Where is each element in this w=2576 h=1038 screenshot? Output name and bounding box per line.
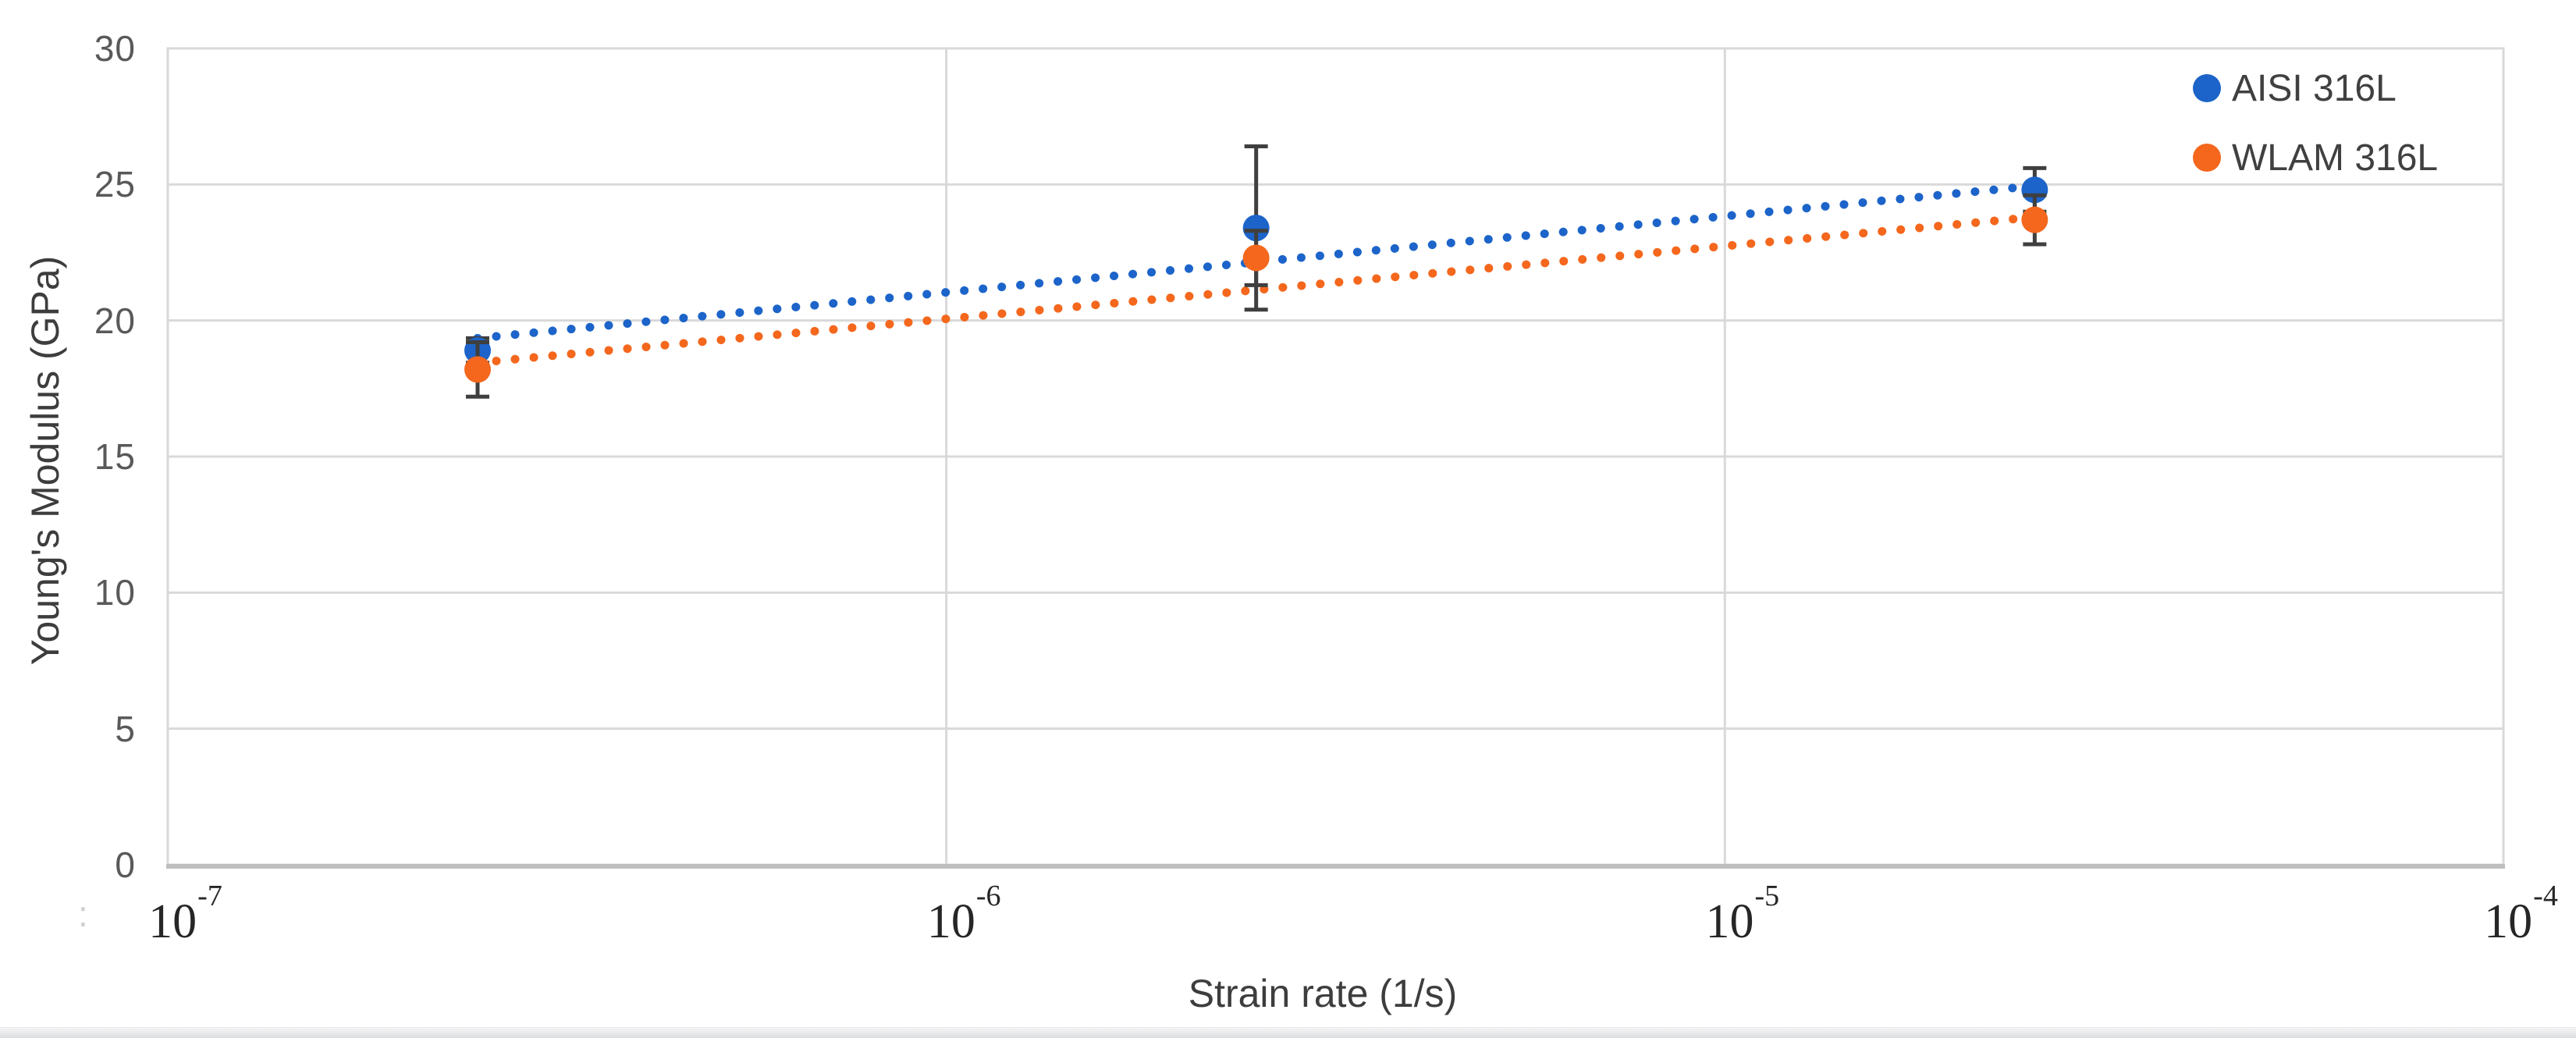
legend-label-wlam-316l: WLAM 316L bbox=[2232, 137, 2439, 179]
page-bottom-border bbox=[0, 1027, 2576, 1038]
legend-item-wlam-316l: WLAM 316L bbox=[2193, 137, 2438, 179]
y-tick-label: 30 bbox=[94, 28, 136, 69]
x-tick-label: 10-6 bbox=[926, 880, 1001, 948]
data-point-wlam-316l bbox=[464, 356, 492, 383]
x-axis-title: Strain rate (1/s) bbox=[1188, 972, 1458, 1015]
data-point-aisi-316l bbox=[1242, 215, 1270, 242]
stray-text-artifact: : bbox=[78, 894, 88, 934]
y-tick-label: 20 bbox=[94, 300, 136, 341]
y-tick-label: 25 bbox=[94, 164, 136, 205]
data-point-wlam-316l bbox=[1242, 244, 1270, 272]
trendline-wlam-316l bbox=[473, 212, 2039, 368]
legend-marker-wlam-316l bbox=[2193, 144, 2221, 172]
legend-label-aisi-316l: AISI 316L bbox=[2232, 67, 2397, 109]
y-axis-title: Young's Modulus (GPa) bbox=[23, 255, 67, 666]
y-tick-label: 10 bbox=[94, 572, 136, 613]
y-tick-label: 0 bbox=[115, 844, 136, 885]
legend-marker-aisi-316l bbox=[2193, 74, 2221, 102]
x-tick-label: 10-7 bbox=[148, 880, 222, 948]
x-tick-label: 10-5 bbox=[1705, 880, 1780, 948]
data-point-wlam-316l bbox=[2021, 206, 2048, 233]
legend-item-aisi-316l: AISI 316L bbox=[2193, 67, 2438, 109]
x-tick-label: 10-4 bbox=[2484, 880, 2558, 948]
trendline-aisi-316l bbox=[473, 181, 2039, 343]
y-tick-label: 15 bbox=[94, 436, 136, 477]
legend: AISI 316L WLAM 316L bbox=[2193, 67, 2438, 206]
y-tick-label: 5 bbox=[115, 708, 136, 749]
